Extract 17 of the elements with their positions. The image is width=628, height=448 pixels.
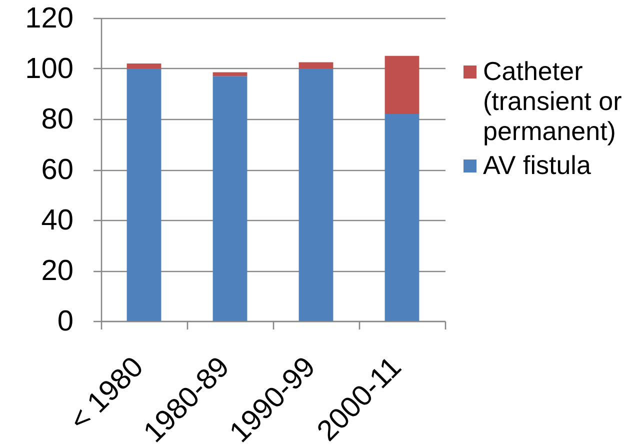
bar <box>384 56 420 114</box>
bar <box>126 63 162 68</box>
y-tick-label: 100 <box>25 53 74 85</box>
legend-label: AV fistula <box>483 150 592 180</box>
y-tick-label: 40 <box>41 204 74 236</box>
bar <box>126 68 162 321</box>
bar <box>212 72 248 76</box>
legend-label: Catheter (transient or permanent) <box>483 56 622 146</box>
bar <box>298 62 334 68</box>
bar <box>212 76 248 321</box>
y-tick-label: 120 <box>25 2 74 34</box>
bar <box>298 68 334 321</box>
y-tick-label: 0 <box>57 306 74 338</box>
bar <box>384 114 420 321</box>
y-tick-label: 20 <box>41 255 74 287</box>
y-tick-label: 60 <box>41 154 74 186</box>
y-tick-label: 80 <box>41 104 74 136</box>
